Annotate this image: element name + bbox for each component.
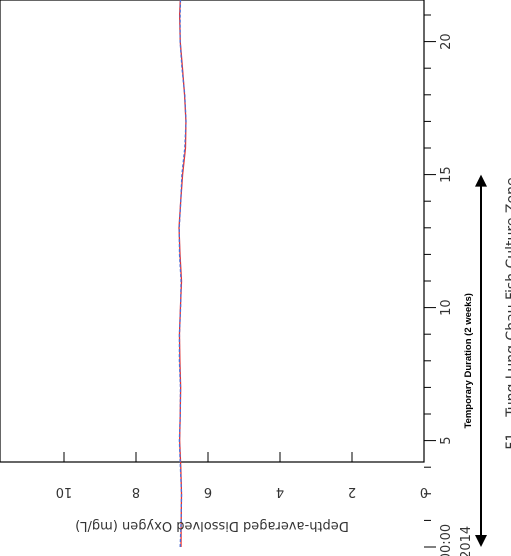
x-tick-label: 20 — [439, 33, 454, 50]
x-tick-label: 15 — [439, 166, 454, 183]
x-axis-ticks — [424, 14, 436, 548]
y-tick-label: 8 — [132, 484, 140, 499]
y-tick-label: 6 — [204, 484, 212, 499]
x-start-time-label: 00:00:00 — [439, 524, 454, 556]
y-tick-label: 10 — [56, 484, 73, 499]
y-tick-label: 2 — [348, 484, 356, 499]
y-tick-label: 0 — [420, 484, 428, 499]
plot-frame — [0, 0, 425, 463]
duration-arrow-head-top — [475, 174, 487, 187]
series-line-1 — [178, 0, 187, 548]
x-tick-label: 5 — [439, 436, 454, 444]
chart-title: F1 – Tung Lung Chau Fish Culture Zone — [504, 177, 511, 449]
y-tick-label: 4 — [276, 484, 284, 499]
series-line-2 — [178, 0, 187, 548]
x-start-date-label: 01-2014 — [459, 526, 474, 556]
duration-arrow-head-bottom — [475, 535, 487, 547]
duration-annotation: Temporary Duration (2 weeks) — [463, 174, 487, 547]
duration-annotation-text: Temporary Duration (2 weeks) — [463, 293, 474, 429]
x-tick-label: 10 — [439, 299, 454, 316]
y-axis-ticks — [63, 452, 425, 462]
y-axis-title: Depth-averaged Dissolved Oxygen (mg/L) — [75, 518, 349, 533]
series-lines — [178, 0, 187, 548]
